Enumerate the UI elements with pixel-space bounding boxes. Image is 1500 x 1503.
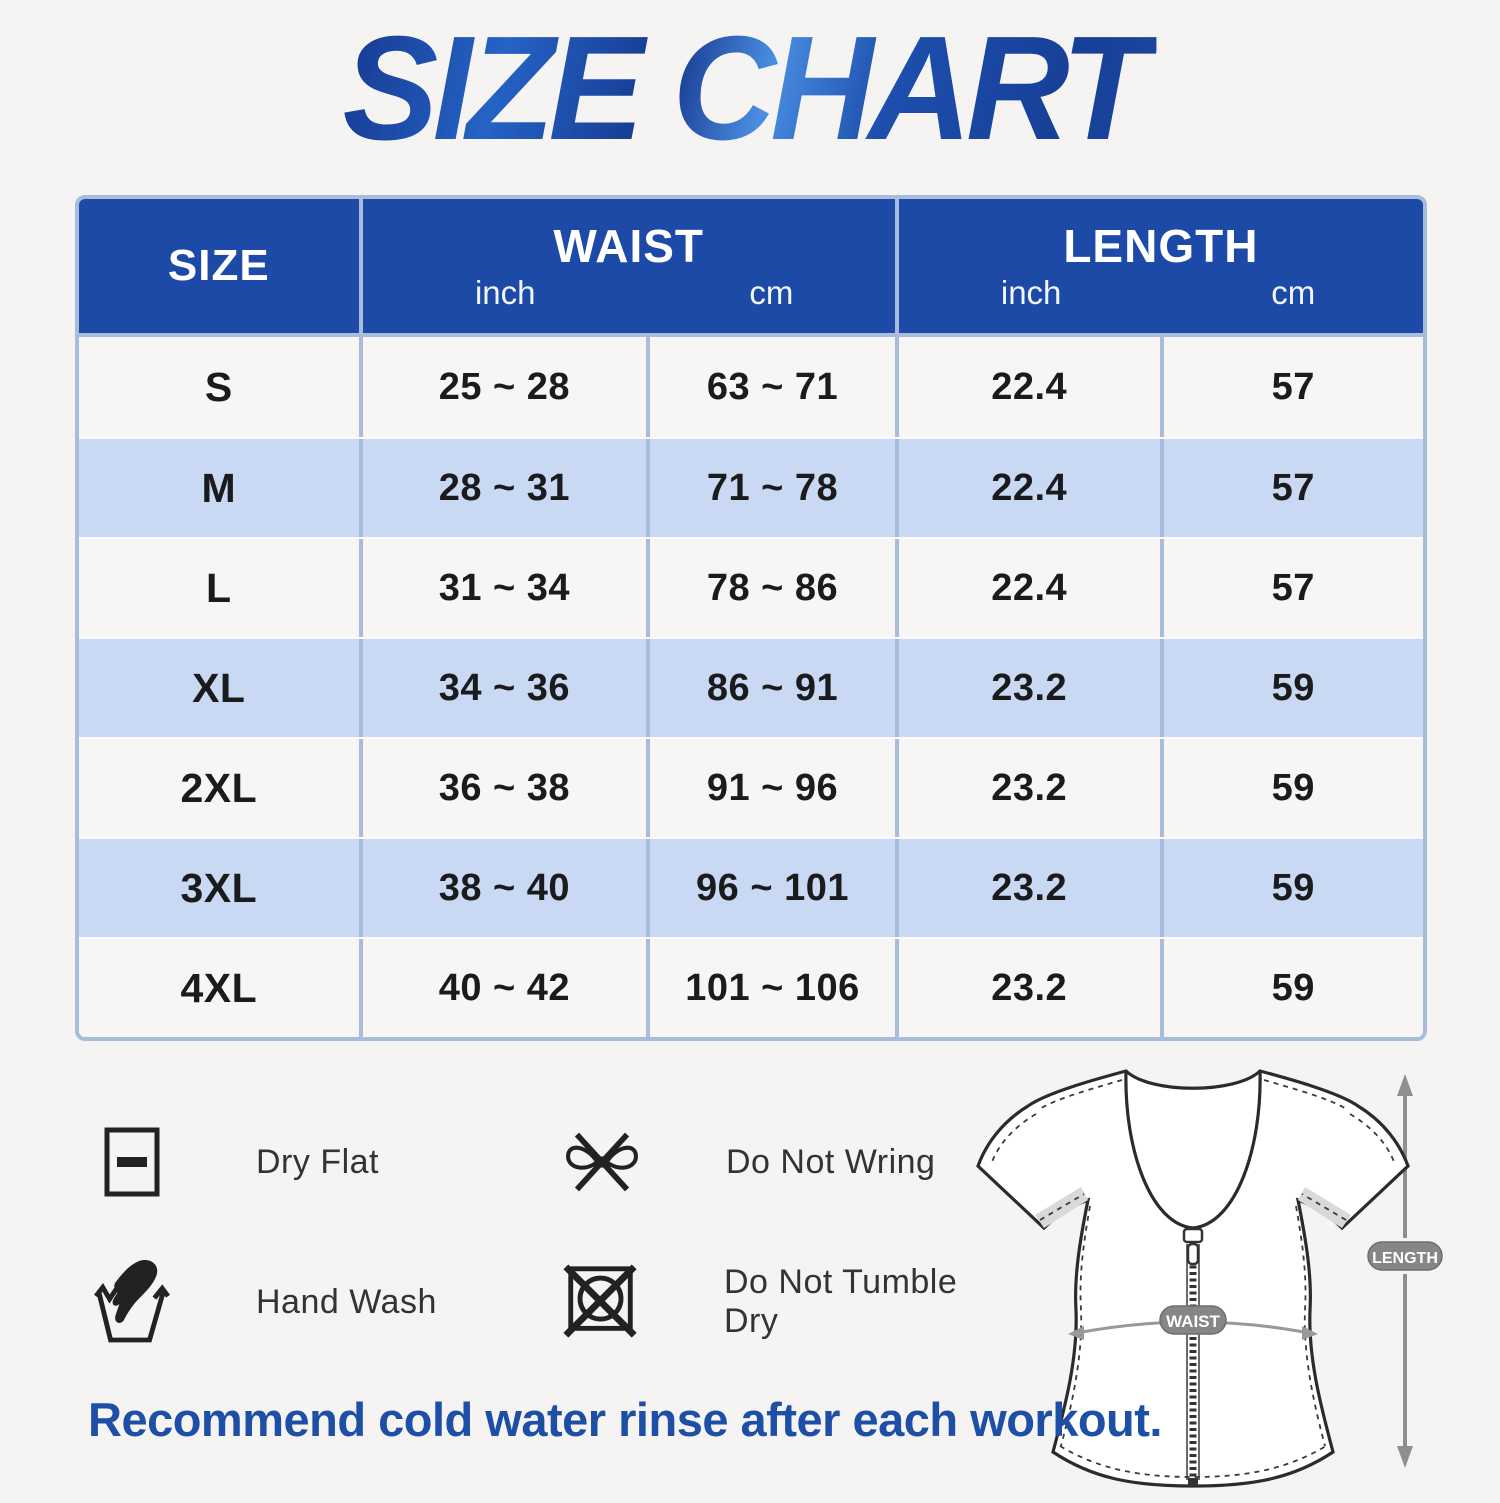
value-cell: 23.2 [899, 839, 1164, 937]
length-header-label: LENGTH [1063, 219, 1259, 272]
length-unit-inch: inch [1000, 274, 1062, 312]
size-cell: L [79, 539, 363, 637]
value-cell: 36 ~ 38 [363, 739, 651, 837]
size-cell: 3XL [79, 839, 363, 937]
table-row: S 25 ~ 28 63 ~ 71 22.4 57 [79, 337, 1423, 437]
value-cell: 59 [1271, 966, 1315, 1009]
do-not-tumble-dry-icon [560, 1261, 642, 1343]
value-cell: 23.2 [899, 639, 1164, 737]
waist-header-label: WAIST [553, 219, 705, 272]
care-instructions: Dry Flat Do Not Wring Hand Wash [90, 1092, 970, 1372]
value-cell: 59 [1271, 866, 1315, 909]
footer-note: Recommend cold water rinse after each wo… [88, 1393, 1162, 1446]
care-label: Do Not Wring [726, 1142, 936, 1181]
value-cell: 101 ~ 106 [650, 939, 899, 1037]
value-cell: 96 ~ 101 [650, 839, 899, 937]
do-not-wring-icon [560, 1121, 644, 1203]
header-cell-waist: WAIST inch cm [363, 199, 899, 333]
value-cell: 57 [1271, 566, 1315, 609]
dry-flat-icon [90, 1126, 174, 1198]
header-cell-length: LENGTH inch cm [899, 199, 1423, 333]
size-cell: S [79, 337, 363, 437]
size-table-body: S 25 ~ 28 63 ~ 71 22.4 57 M 28 ~ 31 71 ~ 78 22.4… [79, 337, 1423, 1037]
value-cell: 91 ~ 96 [650, 739, 899, 837]
table-row: 4XL 40 ~ 42 101 ~ 106 23.2 59 [79, 937, 1423, 1037]
value-cell: 23.2 [899, 939, 1164, 1037]
table-row: XL 34 ~ 36 86 ~ 91 23.2 59 [79, 637, 1423, 737]
zipper [1182, 1227, 1204, 1486]
care-item-hand-wash: Hand Wash [90, 1257, 560, 1347]
value-cell: 86 ~ 91 [650, 639, 899, 737]
table-row: L 31 ~ 34 78 ~ 86 22.4 57 [79, 537, 1423, 637]
value-cell: 59 [1271, 766, 1315, 809]
size-cell: 2XL [79, 739, 363, 837]
value-cell: 22.4 [899, 337, 1164, 437]
care-item-do-not-wring: Do Not Wring [560, 1121, 970, 1203]
value-cell: 28 ~ 31 [363, 439, 651, 537]
length-arrow [1397, 1074, 1413, 1468]
value-cell: 38 ~ 40 [363, 839, 651, 937]
size-cell: XL [79, 639, 363, 737]
garment-diagram: WAIST LENGTH [950, 1048, 1470, 1498]
value-cell: 71 ~ 78 [650, 439, 899, 537]
value-cell: 57 [1271, 365, 1315, 408]
value-cell: 22.4 [899, 439, 1164, 537]
value-cell: 23.2 [899, 739, 1164, 837]
waist-units: inch cm [363, 274, 895, 312]
waist-unit-cm: cm [749, 274, 794, 312]
table-row: 2XL 36 ~ 38 91 ~ 96 23.2 59 [79, 737, 1423, 837]
header: SIZE CHART [0, 13, 1500, 165]
care-label: Do Not Tumble Dry [724, 1263, 958, 1340]
page-title: SIZE CHART [343, 13, 1157, 165]
value-cell: 40 ~ 42 [363, 939, 651, 1037]
waist-unit-inch: inch [474, 274, 536, 312]
size-table-header: SIZE WAIST inch cm LENGTH inch cm [79, 199, 1423, 337]
size-cell: 4XL [79, 939, 363, 1037]
value-cell: 63 ~ 71 [650, 337, 899, 437]
table-row: 3XL 38 ~ 40 96 ~ 101 23.2 59 [79, 837, 1423, 937]
care-label: Dry Flat [256, 1142, 379, 1181]
length-units: inch cm [899, 274, 1423, 312]
value-cell: 34 ~ 36 [363, 639, 651, 737]
hand-wash-icon [90, 1257, 174, 1347]
value-cell: 31 ~ 34 [363, 539, 651, 637]
length-unit-cm: cm [1271, 274, 1316, 312]
care-item-dry-flat: Dry Flat [90, 1126, 560, 1198]
size-cell: M [79, 439, 363, 537]
header-cell-size: SIZE [79, 199, 363, 333]
waist-badge-label: WAIST [1166, 1312, 1220, 1331]
value-cell: 78 ~ 86 [650, 539, 899, 637]
value-cell: 22.4 [899, 539, 1164, 637]
value-cell: 57 [1271, 466, 1315, 509]
care-item-do-not-tumble-dry: Do Not Tumble Dry [560, 1261, 970, 1343]
size-table: SIZE WAIST inch cm LENGTH inch cm S 25 ~ … [75, 195, 1427, 1041]
table-row: M 28 ~ 31 71 ~ 78 22.4 57 [79, 437, 1423, 537]
length-badge: LENGTH [1367, 1241, 1443, 1271]
value-cell: 59 [1271, 666, 1315, 709]
length-badge-label: LENGTH [1372, 1250, 1438, 1267]
value-cell: 25 ~ 28 [363, 337, 651, 437]
care-label: Hand Wash [256, 1282, 437, 1321]
waist-badge: WAIST [1159, 1305, 1227, 1335]
